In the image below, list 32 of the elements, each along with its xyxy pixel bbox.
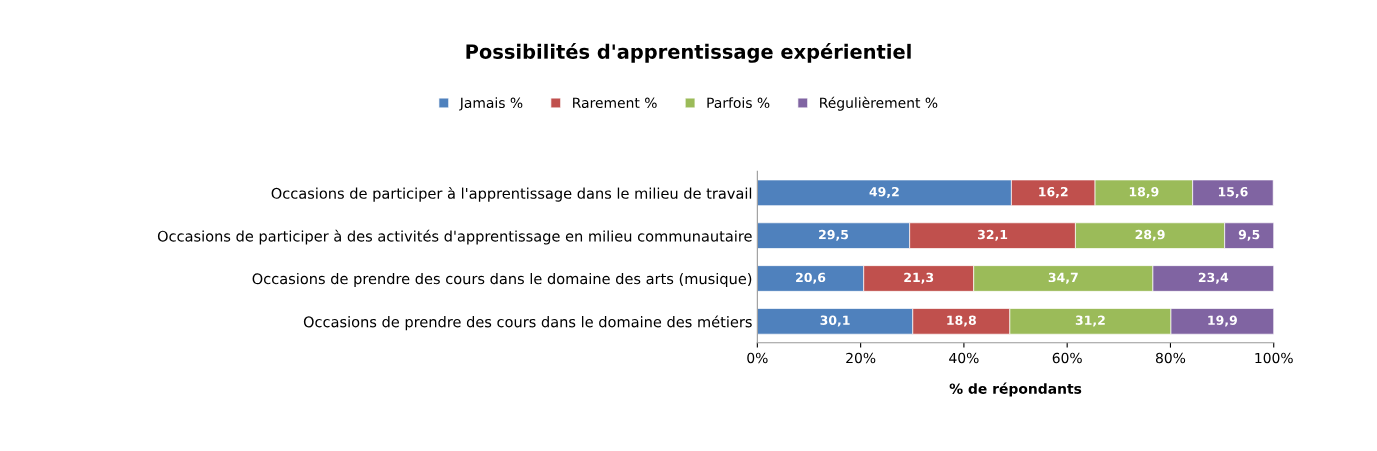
x-tick-label: 40% — [949, 352, 979, 364]
x-tick-label: 100% — [1255, 352, 1293, 364]
data-label: 30,1 — [820, 315, 850, 327]
legend-label: Jamais % — [459, 97, 523, 111]
x-tick-label: 20% — [846, 352, 876, 364]
data-label: 18,8 — [947, 315, 976, 327]
data-label: 32,1 — [977, 229, 1008, 241]
data-label: 34,7 — [1048, 272, 1078, 284]
x-axis-title: % de répondants — [949, 382, 1082, 397]
data-label: 18,9 — [1129, 186, 1159, 199]
data-label: 28,9 — [1135, 229, 1165, 241]
data-label: 49,2 — [869, 186, 899, 199]
y-tick-label: Occasions de prendre des cours dans le domaine des arts (musique) — [252, 272, 752, 288]
data-label: 16,2 — [1039, 186, 1068, 199]
data-label: 23,4 — [1198, 272, 1229, 284]
legend-label: Régulièrement % — [820, 96, 938, 111]
legend-label: Parfois % — [707, 97, 770, 109]
y-tick-label: Occasions de participer à des activités d'apprentissage en milieu communautaire — [157, 229, 752, 245]
chart-title: Possibilités d'apprentissage expérientiel — [466, 43, 911, 63]
x-tick-label: 80% — [1155, 352, 1186, 364]
data-label: 19,9 — [1208, 315, 1237, 327]
data-label: 15,6 — [1218, 186, 1248, 199]
y-tick-label: Occasions de participer à l'apprentissage dans le milieu de travail — [271, 186, 752, 202]
x-tick-label: 60% — [1052, 352, 1082, 364]
data-label: 9,5 — [1238, 229, 1260, 241]
data-label: 31,2 — [1075, 315, 1105, 327]
data-label: 20,6 — [796, 272, 826, 284]
legend-label: Rarement % — [573, 97, 657, 109]
data-label: 29,5 — [819, 229, 849, 241]
x-tick-label: 0% — [747, 352, 768, 364]
y-tick-label: Occasions de prendre des cours dans le domaine des métiers — [303, 315, 752, 331]
data-label: 21,3 — [904, 272, 934, 284]
